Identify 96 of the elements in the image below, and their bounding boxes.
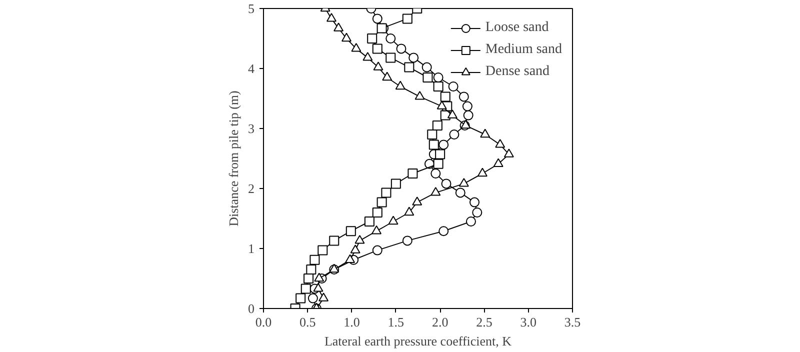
x-tick-label: 0.0 [255,314,272,330]
point [334,22,344,32]
point [430,168,441,178]
x-tick-label: 1.5 [388,314,404,330]
point [435,149,446,160]
y-tick-label: 1 [248,241,254,256]
point [441,178,452,189]
y-axis-title: Distance from pile tip (m) [226,90,241,226]
point [388,216,398,225]
point [326,13,336,22]
y-tick-label: 2 [248,181,254,196]
x-tick-label: 2.0 [432,314,448,330]
point [432,120,442,130]
point [308,293,318,304]
point [433,72,444,82]
x-tick-label: 3.0 [520,314,536,330]
point [402,14,412,24]
point [341,32,352,42]
point [306,264,316,274]
point [390,178,401,189]
point [362,52,373,61]
point [351,43,362,52]
y-tick-label: 3 [248,121,254,136]
point [458,178,469,187]
point [433,82,444,92]
point [427,130,438,140]
legend-label: Loose sand [485,20,549,36]
point [480,128,490,138]
point [372,225,382,234]
point [304,274,314,284]
point [466,216,476,226]
point [318,245,328,256]
point [408,168,418,178]
point [346,226,356,236]
point [440,92,450,102]
point [350,244,360,254]
point [404,206,414,216]
point [428,140,439,150]
legend-label: Dense sand [485,64,550,80]
y-tick-label: 5 [248,1,254,16]
x-tick-label: 0.5 [300,314,316,330]
point [364,216,374,226]
point [318,292,329,302]
point [314,272,324,282]
point [422,62,432,72]
y-tick-label: 0 [248,301,254,316]
point [354,235,365,244]
point [447,110,458,118]
point [396,44,406,54]
point [462,101,472,112]
point [448,82,458,92]
point [386,52,396,63]
point [433,158,444,169]
y-tick-label: 4 [248,61,255,76]
x-tick-label: 1.0 [344,314,360,330]
point [458,92,469,102]
point [504,148,514,158]
point [345,254,356,263]
point [386,34,396,44]
legend-label: Medium sand [485,42,562,58]
point [477,168,488,177]
point [313,283,324,292]
point [373,62,384,70]
point [372,208,382,218]
x-tick-label: 3.5 [564,314,581,330]
point [310,254,320,265]
point [402,236,412,246]
point [470,197,480,208]
point [367,34,378,44]
point [381,188,392,198]
point [382,72,392,81]
point [449,130,460,140]
point [438,140,449,150]
point [430,187,441,196]
x-axis-title: Lateral earth pressure coefficient, K [324,334,512,348]
point [493,158,504,167]
point [404,62,414,72]
point [472,208,482,218]
point [408,52,419,63]
x-tick-label: 2.5 [476,314,492,330]
point [436,100,447,110]
point [372,14,382,24]
point [376,197,387,208]
point [495,139,506,148]
point [300,284,311,294]
point [414,91,425,100]
point [395,80,406,90]
point [438,226,449,236]
point [422,72,433,82]
point [455,188,466,198]
point [463,110,474,120]
point [372,44,382,54]
point [372,245,382,256]
point [329,236,340,246]
point [412,196,422,206]
point [296,293,306,304]
